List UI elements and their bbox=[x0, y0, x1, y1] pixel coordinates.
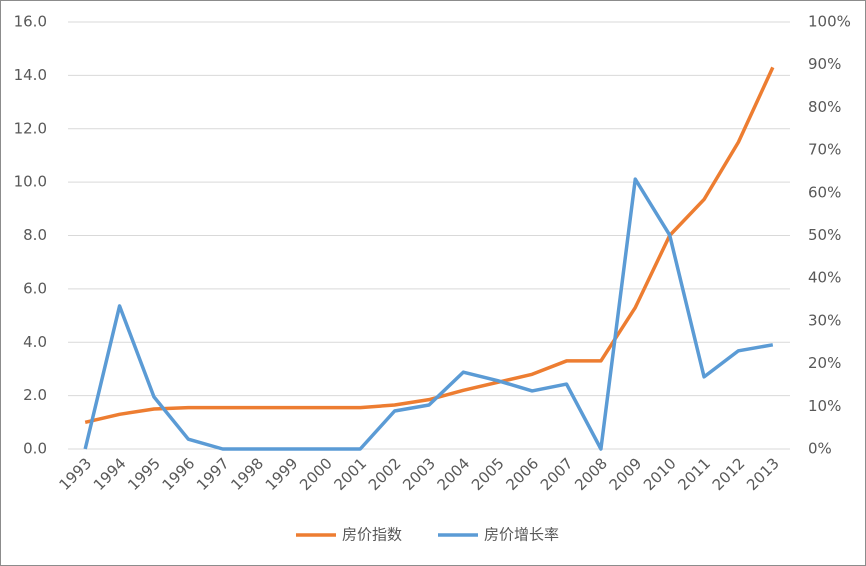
y2-tick-label: 20% bbox=[808, 354, 841, 372]
y2-tick-label: 10% bbox=[808, 397, 841, 415]
y2-tick-label: 70% bbox=[808, 141, 841, 159]
y-tick-label: 8.0 bbox=[23, 226, 47, 244]
y-tick-label: 4.0 bbox=[23, 333, 47, 351]
y-tick-label: 16.0 bbox=[14, 13, 47, 31]
y-tick-label: 0.0 bbox=[23, 440, 47, 458]
y2-tick-label: 0% bbox=[808, 440, 832, 458]
y2-tick-label: 80% bbox=[808, 98, 841, 116]
y-tick-label: 2.0 bbox=[23, 386, 47, 404]
y-tick-label: 6.0 bbox=[23, 279, 47, 297]
y2-tick-label: 50% bbox=[808, 226, 841, 244]
y-tick-label: 12.0 bbox=[14, 119, 47, 137]
data-line bbox=[83, 177, 774, 451]
y2-tick-label: 60% bbox=[808, 183, 841, 201]
y-tick-label: 10.0 bbox=[14, 173, 47, 191]
y2-tick-label: 40% bbox=[808, 269, 841, 287]
legend-label: 房价指数 bbox=[342, 526, 402, 544]
y2-tick-label: 30% bbox=[808, 311, 841, 329]
y2-tick-label: 90% bbox=[808, 55, 841, 73]
y-tick-label: 14.0 bbox=[14, 66, 47, 84]
y2-tick-label: 100% bbox=[808, 13, 851, 31]
legend-label: 房价增长率 bbox=[484, 526, 559, 544]
data-line bbox=[84, 66, 775, 425]
